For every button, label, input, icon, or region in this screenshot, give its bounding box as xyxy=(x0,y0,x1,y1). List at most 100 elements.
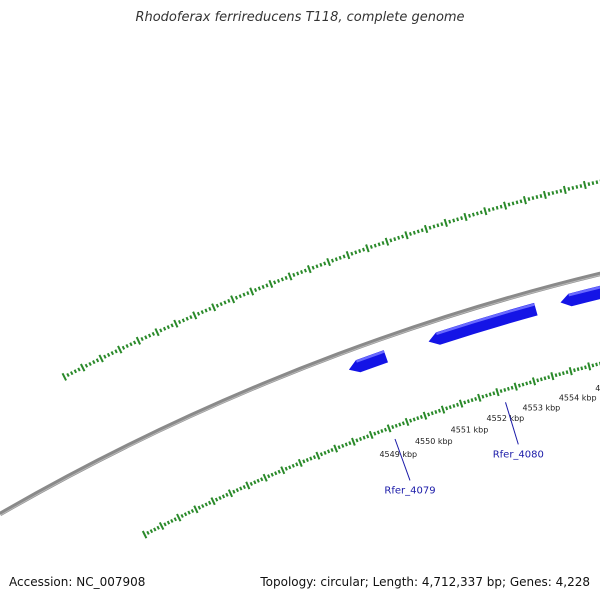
outer-tick xyxy=(110,351,114,356)
inner-tick xyxy=(391,425,395,430)
gene-arrow-highlight xyxy=(355,350,385,363)
inner-tick xyxy=(550,372,555,381)
inner-tick xyxy=(302,459,306,464)
outer-tick xyxy=(261,284,265,289)
outer-tick xyxy=(463,212,468,222)
inner-tick xyxy=(256,478,260,483)
inner-tick xyxy=(422,411,428,420)
gene-leader-line xyxy=(505,402,519,445)
inner-tick xyxy=(235,488,240,493)
inner-tick xyxy=(492,391,496,396)
outer-tick xyxy=(189,315,193,320)
inner-tick xyxy=(409,418,413,423)
outer-tick xyxy=(401,234,405,239)
inner-tick-ring xyxy=(141,361,600,539)
outer-tick xyxy=(468,213,471,218)
inner-tick xyxy=(362,435,366,440)
inner-tick xyxy=(166,520,171,525)
outer-tick xyxy=(144,335,148,340)
outer-tick xyxy=(208,306,212,311)
gene-label: Rfer_4080 xyxy=(493,449,544,460)
inner-tick xyxy=(197,505,202,510)
inner-tick xyxy=(366,434,370,439)
genome-summary-text: Topology: circular; Length: 4,712,337 bp… xyxy=(260,575,590,589)
outer-tick xyxy=(276,278,281,283)
outer-tick xyxy=(170,323,174,328)
inner-tick xyxy=(503,388,507,392)
inner-tick xyxy=(173,517,177,522)
inner-tick xyxy=(227,489,234,498)
inner-tick xyxy=(344,442,348,447)
scale-tick-label: 4549 kbp xyxy=(379,450,417,459)
outer-tick xyxy=(319,262,323,267)
outer-tick xyxy=(440,222,444,227)
inner-tick xyxy=(595,362,598,367)
outer-tick xyxy=(230,295,236,304)
inner-tick xyxy=(419,414,423,419)
outer-tick xyxy=(287,272,293,281)
inner-tick xyxy=(488,392,492,397)
inner-tick xyxy=(430,411,434,416)
inner-tick xyxy=(348,441,352,446)
backbone-highlight xyxy=(0,274,600,516)
outer-tick xyxy=(334,257,338,262)
outer-tick xyxy=(268,279,274,288)
inner-tick xyxy=(323,450,327,455)
inner-tick xyxy=(584,365,587,370)
outer-tick xyxy=(443,218,448,228)
outer-tick xyxy=(535,195,539,199)
inner-tick xyxy=(404,417,410,427)
inner-tick xyxy=(513,382,518,391)
outer-tick xyxy=(284,275,288,280)
outer-tick xyxy=(567,186,571,191)
outer-tick xyxy=(253,288,258,292)
outer-tick xyxy=(412,230,416,235)
outer-tick xyxy=(200,310,204,315)
inner-tick xyxy=(536,378,540,383)
outer-tick xyxy=(192,311,198,320)
inner-tick xyxy=(474,396,478,401)
outer-tick xyxy=(547,191,551,196)
inner-tick xyxy=(591,363,595,368)
outer-tick xyxy=(147,333,152,338)
gene-labels: Rfer_4079Rfer_4080Rfer_4081Rfer_4082Rfer… xyxy=(384,402,544,496)
inner-tick xyxy=(333,444,339,453)
scale-tick-label: 4551 kbp xyxy=(451,425,489,434)
inner-tick xyxy=(183,512,188,517)
inner-tick xyxy=(170,518,174,523)
outer-tick xyxy=(456,217,460,222)
outer-tick xyxy=(181,318,186,323)
outer-tick xyxy=(591,181,595,186)
inner-tick xyxy=(525,381,529,386)
outer-tick xyxy=(185,316,189,321)
outer-tick xyxy=(345,250,351,260)
inner-tick xyxy=(448,405,452,410)
inner-tick xyxy=(305,458,309,462)
outer-tick xyxy=(177,319,182,325)
gene-label: Rfer_4079 xyxy=(384,485,435,496)
inner-tick xyxy=(218,495,222,501)
outer-tick xyxy=(330,258,335,263)
outer-tick xyxy=(460,216,464,221)
outer-tick xyxy=(479,210,483,215)
outer-tick xyxy=(246,291,250,296)
inner-tick xyxy=(565,370,569,375)
outer-tick xyxy=(106,352,111,357)
outer-tick xyxy=(562,185,567,195)
map-title: Rhodoferax ferrireducens T118, complete … xyxy=(135,10,465,25)
outer-tick xyxy=(306,265,312,274)
inner-tick xyxy=(309,456,313,461)
inner-tick xyxy=(499,389,503,393)
outer-tick xyxy=(452,218,456,223)
outer-tick xyxy=(140,336,144,342)
outer-tick xyxy=(296,271,300,276)
inner-tick xyxy=(176,513,182,522)
gene-leader-line xyxy=(394,438,411,481)
outer-tick xyxy=(373,243,377,248)
outer-tick xyxy=(384,237,390,246)
inner-tick xyxy=(284,466,288,471)
outer-tick xyxy=(487,208,491,212)
outer-tick xyxy=(66,372,70,377)
scale-tick-label: 4553 kbp xyxy=(523,403,561,412)
outer-tick xyxy=(342,254,346,259)
